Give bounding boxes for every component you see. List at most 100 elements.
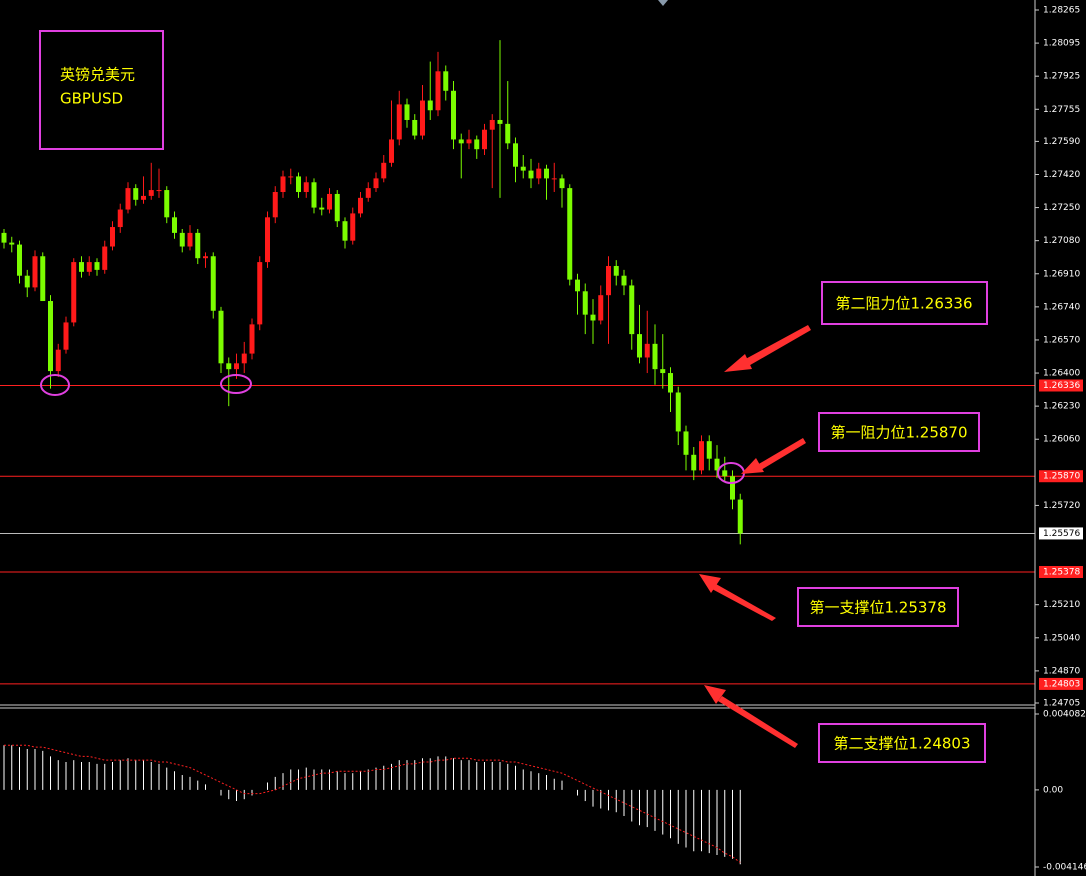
candle-body xyxy=(443,71,449,91)
candle-body xyxy=(272,192,278,218)
candle-body xyxy=(210,256,216,311)
candle-body xyxy=(451,90,456,140)
candle-body xyxy=(358,197,363,214)
y-tick-label: 1.27590 xyxy=(1043,137,1080,147)
annotation: 第一支撑位1.25378 xyxy=(809,599,946,617)
candle-body xyxy=(265,217,270,263)
candle-body xyxy=(551,178,557,180)
price-tag xyxy=(1039,379,1083,392)
candle-body xyxy=(520,166,526,171)
candle-body xyxy=(373,178,379,189)
candle-body xyxy=(303,182,309,193)
price-tag-label: 1.25378 xyxy=(1043,567,1080,577)
y-tick-label: 1.27080 xyxy=(1043,236,1080,246)
candle-body xyxy=(381,162,387,179)
signal-line xyxy=(4,744,741,863)
candle-body xyxy=(249,324,255,354)
chart-subtitle: GBPUSD xyxy=(60,90,123,108)
candle-body xyxy=(544,168,549,179)
candle-body xyxy=(489,119,495,130)
candle-body xyxy=(660,369,666,374)
candle-body xyxy=(528,170,534,179)
arrow-shaft xyxy=(757,438,806,470)
arrow-head xyxy=(704,685,726,704)
candle-body xyxy=(365,188,371,198)
y-tick-label: 1.27755 xyxy=(1043,105,1080,115)
title-box xyxy=(39,30,164,150)
candle-body xyxy=(125,188,131,210)
candle-body xyxy=(435,71,441,111)
candle-body xyxy=(606,265,611,296)
y-tick-label: 1.25040 xyxy=(1043,633,1080,643)
price-tag xyxy=(1039,677,1083,690)
annotation: 第二支撑位1.24803 xyxy=(833,735,970,753)
y-tick-label: 1.27925 xyxy=(1043,72,1080,82)
y-tick-label: 0.004082 xyxy=(1043,710,1086,720)
candle-body xyxy=(55,349,61,372)
candle-body xyxy=(350,213,356,241)
candle-body xyxy=(699,441,704,471)
candle-body xyxy=(598,295,604,321)
candle-body xyxy=(497,119,503,124)
arrow-head xyxy=(741,458,764,474)
annotation: 第二阻力位1.26336 xyxy=(835,295,972,313)
candle-body xyxy=(94,262,100,270)
candle-body xyxy=(458,139,464,144)
candle-body xyxy=(79,262,84,272)
candle-body xyxy=(559,178,565,189)
candle-body xyxy=(9,242,15,245)
candle-body xyxy=(226,363,232,370)
y-tick-label: 1.26400 xyxy=(1043,369,1080,379)
candle-body xyxy=(637,334,642,358)
candle-body xyxy=(582,291,588,315)
candle-body xyxy=(17,244,22,276)
y-tick-label: -0.004146 xyxy=(1043,863,1086,873)
candle-body xyxy=(218,310,224,364)
y-tick-label: 0.00 xyxy=(1043,785,1063,795)
chart-title: 英镑兑美元 xyxy=(60,66,135,84)
candle-body xyxy=(575,279,580,292)
y-tick-label: 1.25210 xyxy=(1043,600,1080,610)
arrow-shaft xyxy=(712,584,776,621)
candle-body xyxy=(32,256,38,288)
candle-body xyxy=(737,499,743,534)
candle-body xyxy=(40,256,46,302)
candle-body xyxy=(296,176,301,193)
candle-body xyxy=(412,119,418,136)
candle-body xyxy=(288,176,294,178)
y-tick-label: 1.27250 xyxy=(1043,203,1080,213)
candle-body xyxy=(280,176,286,193)
candle-body xyxy=(683,431,689,455)
shift-marker xyxy=(658,0,668,6)
candle-body xyxy=(474,139,480,150)
y-tick-label: 1.26570 xyxy=(1043,335,1080,345)
arrow-head xyxy=(724,354,752,372)
y-tick-label: 1.24705 xyxy=(1043,699,1080,709)
candle-body xyxy=(1,232,7,243)
annotation-box xyxy=(818,723,986,763)
candle-body xyxy=(71,262,77,323)
current-price-label: 1.25576 xyxy=(1043,529,1080,539)
candle-body xyxy=(505,123,511,144)
highlight-circle xyxy=(40,374,70,396)
candle-body xyxy=(102,246,108,270)
candle-body xyxy=(179,232,185,247)
annotation-box xyxy=(821,281,988,325)
price-tag xyxy=(1039,527,1083,540)
candle-body xyxy=(706,441,712,459)
annotation-box xyxy=(797,587,959,627)
candle-body xyxy=(117,209,123,228)
price-tag-label: 1.25870 xyxy=(1043,472,1080,482)
price-tag-label: 1.24803 xyxy=(1043,679,1080,689)
candle-body xyxy=(63,322,69,350)
plot xyxy=(0,40,1035,865)
y-tick-label: 1.26060 xyxy=(1043,435,1080,445)
candle-body xyxy=(536,168,542,179)
candle-body xyxy=(203,256,208,259)
candle-body xyxy=(396,104,402,140)
candle-body xyxy=(110,227,115,247)
candle-body xyxy=(156,190,162,192)
arrow-head xyxy=(699,574,721,593)
candle-body xyxy=(311,182,317,208)
candle-body xyxy=(513,143,518,167)
